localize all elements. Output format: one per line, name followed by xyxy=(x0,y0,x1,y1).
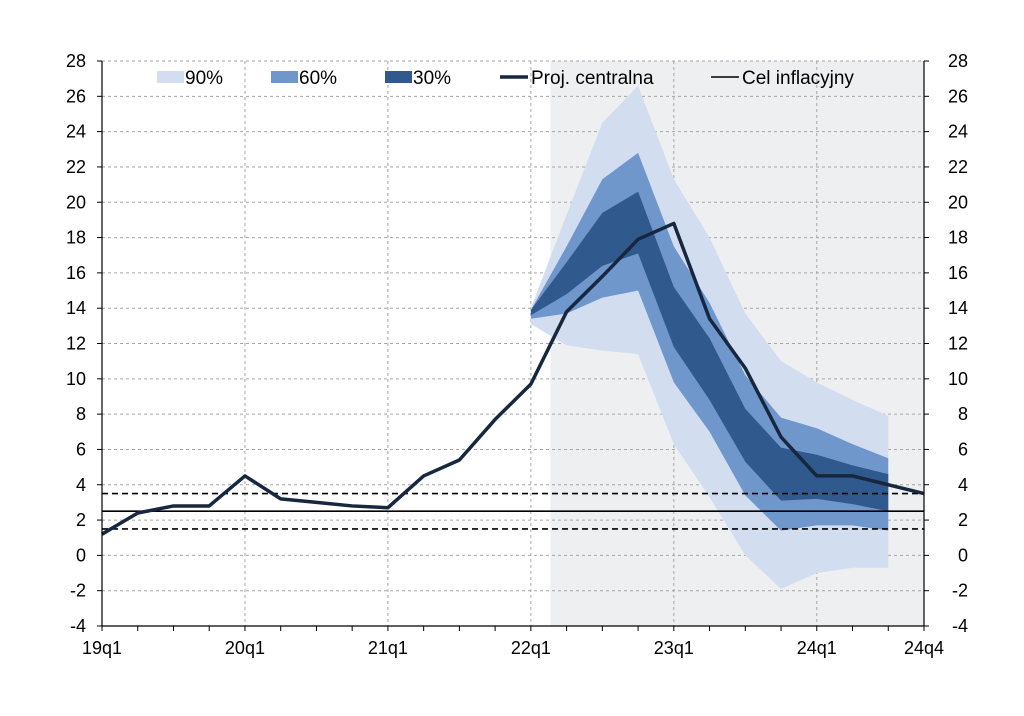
y-tick-label: 22 xyxy=(948,157,968,177)
y-tick-label: 16 xyxy=(66,263,86,283)
y-tick-label: 12 xyxy=(66,334,86,354)
central-projection-line xyxy=(101,221,925,536)
legend-label: 30% xyxy=(413,68,451,89)
y-tick-label: 2 xyxy=(76,510,86,530)
y-tick-label: 28 xyxy=(66,51,86,71)
legend-swatch xyxy=(157,71,184,83)
legend-label: 90% xyxy=(185,68,223,89)
x-tick-label: 22q1 xyxy=(511,638,551,658)
y-tick-label: 10 xyxy=(66,369,86,389)
y-tick-label: 4 xyxy=(958,475,968,495)
y-tick-label: -2 xyxy=(70,581,86,601)
y-tick-label: 12 xyxy=(948,334,968,354)
x-axis-ticks: 19q1 20q1 21q1 22q1 23q1 24q1 24q4 xyxy=(82,626,944,658)
y-tick-label: 24 xyxy=(66,122,86,142)
y-tick-label: 0 xyxy=(958,545,968,565)
y-tick-label: 24 xyxy=(948,122,968,142)
legend-label: Cel inflacyjny xyxy=(742,68,854,89)
y-tick-label: 0 xyxy=(76,545,86,565)
y-tick-label: 6 xyxy=(76,439,86,459)
y-tick-label: 14 xyxy=(66,298,86,318)
y-tick-label: 2 xyxy=(958,510,968,530)
x-tick-label: 24q4 xyxy=(904,638,944,658)
y-tick-label: 10 xyxy=(948,369,968,389)
y-tick-label: -4 xyxy=(70,616,86,636)
x-tick-label: 19q1 xyxy=(82,638,122,658)
y-tick-label: 4 xyxy=(76,475,86,495)
y-tick-label: -2 xyxy=(952,581,968,601)
y-tick-label: 26 xyxy=(66,86,86,106)
y-tick-label: 20 xyxy=(948,192,968,212)
fan-bands xyxy=(530,85,889,589)
legend-swatch xyxy=(271,71,298,83)
legend-label: Proj. centralna xyxy=(531,68,654,89)
y-tick-label: 26 xyxy=(948,86,968,106)
y-tick-label: 22 xyxy=(66,157,86,177)
legend-label: 60% xyxy=(299,68,337,89)
x-tick-label: 21q1 xyxy=(368,638,408,658)
x-tick-label: 20q1 xyxy=(225,638,265,658)
y-tick-label: 18 xyxy=(66,228,86,248)
y-tick-label: 8 xyxy=(76,404,86,424)
legend-swatch xyxy=(385,71,412,83)
fan-band-30pct xyxy=(530,191,889,512)
y-tick-label: 28 xyxy=(948,51,968,71)
y-tick-label: 14 xyxy=(948,298,968,318)
y-tick-label: 16 xyxy=(948,263,968,283)
y-tick-label: 6 xyxy=(958,439,968,459)
y-tick-label: 8 xyxy=(958,404,968,424)
x-tick-label: 24q1 xyxy=(797,638,837,658)
inflation-target-lines xyxy=(102,492,924,530)
x-tick-label: 23q1 xyxy=(654,638,694,658)
y-tick-label: 20 xyxy=(66,192,86,212)
y-tick-label: -4 xyxy=(952,616,968,636)
y-tick-label: 18 xyxy=(948,228,968,248)
legend: 90% 60% 30% Proj. centralna Cel inflacyjny xyxy=(157,68,854,89)
